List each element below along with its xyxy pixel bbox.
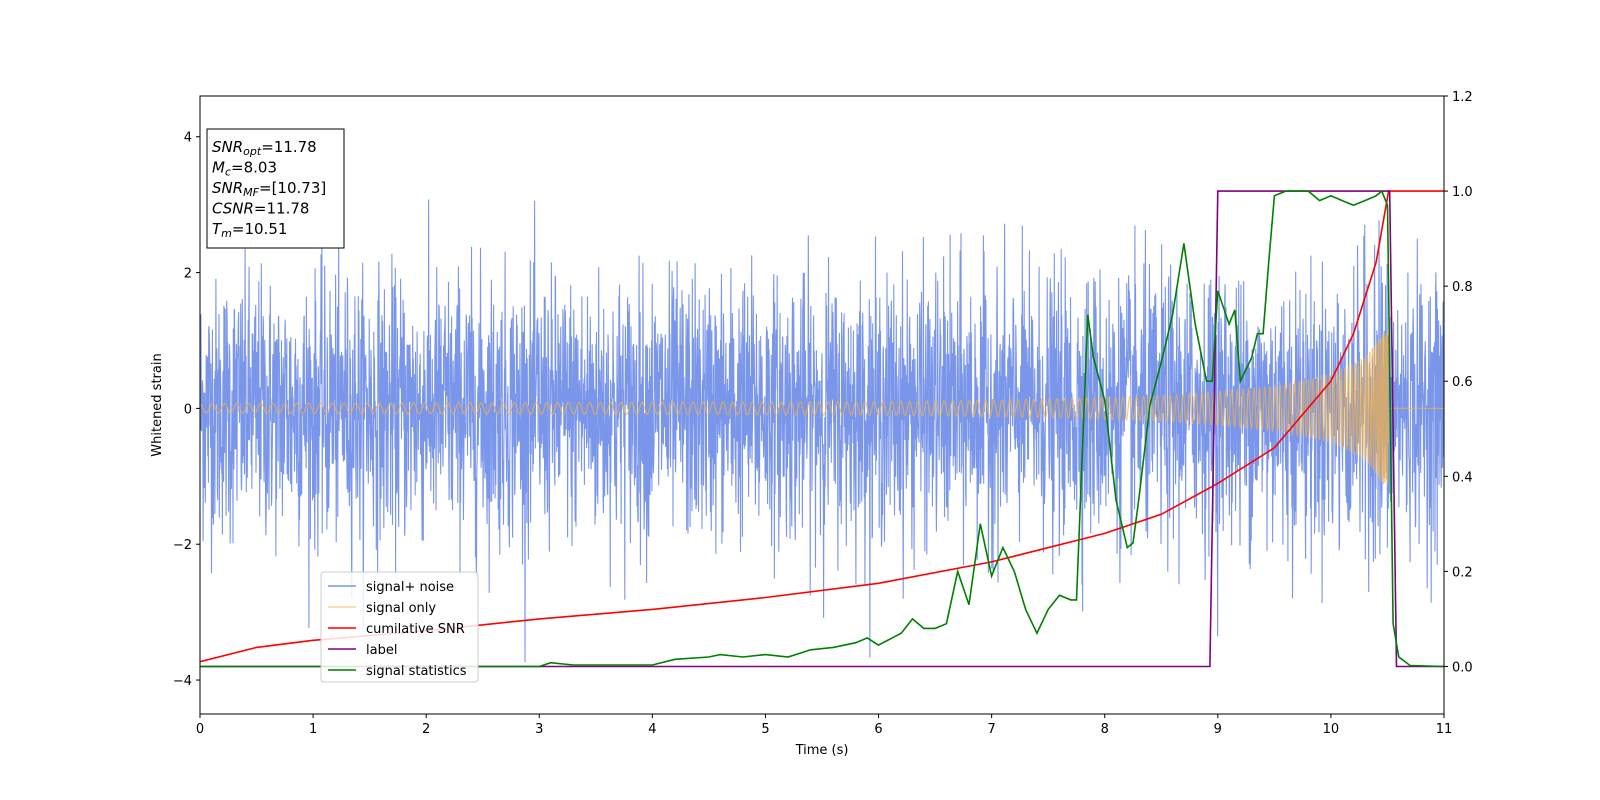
legend-label: signal+ noise [366, 580, 454, 595]
x-tick-label: 5 [761, 722, 769, 737]
x-tick-label: 6 [874, 722, 882, 737]
y-right-tick-label: 0.6 [1452, 375, 1473, 390]
x-tick-label: 11 [1436, 722, 1453, 737]
x-tick-label: 9 [1214, 722, 1222, 737]
info-line: Mc=8.03 [212, 159, 277, 179]
y-left-tick-label: −4 [173, 674, 192, 689]
x-tick-label: 2 [422, 722, 430, 737]
x-tick-label: 10 [1323, 722, 1340, 737]
y-left-tick-label: 2 [184, 267, 192, 282]
x-tick-label: 0 [196, 722, 204, 737]
y-right-tick-label: 1.0 [1452, 185, 1473, 200]
y-right-tick-label: 0.8 [1452, 280, 1473, 295]
legend: signal+ noise signal only cumilative SNR la… [320, 571, 479, 683]
x-tick-label: 1 [309, 722, 317, 737]
y-left-tick-label: −2 [173, 538, 192, 553]
info-line: CSNR=11.78 [212, 200, 309, 218]
legend-label: cumilative SNR [366, 622, 465, 637]
x-tick-label: 3 [535, 722, 543, 737]
y-axis-label: Whitened strain [150, 353, 165, 456]
info-line: Tm=10.51 [212, 220, 287, 240]
legend-label: label [366, 643, 397, 658]
legend-label: signal only [366, 601, 436, 616]
series-signal-only-line [200, 331, 1444, 485]
y-left-tick-label: 0 [184, 402, 192, 417]
info-box: SNRopt=11.78Mc=8.03SNRMF=[10.73]CSNR=11.… [206, 128, 345, 249]
y-right-tick-label: 1.2 [1452, 90, 1473, 105]
x-tick-label: 8 [1101, 722, 1109, 737]
info-line: SNRopt=11.78 [212, 138, 317, 158]
y-right-tick-label: 0.2 [1452, 565, 1473, 580]
y-right-tick-label: 0.4 [1452, 470, 1473, 485]
series-signal-statistics-line [200, 189, 1444, 668]
x-axis-label: Time (s) [795, 743, 849, 758]
x-tick-label: 4 [648, 722, 656, 737]
legend-label: signal statistics [366, 664, 467, 679]
info-line: SNRMF=[10.73] [212, 179, 326, 199]
plot-frame [199, 95, 1445, 715]
y-left-tick-label: 4 [184, 131, 192, 146]
y-right-tick-label: 0.0 [1452, 660, 1473, 675]
x-tick-label: 7 [987, 722, 995, 737]
